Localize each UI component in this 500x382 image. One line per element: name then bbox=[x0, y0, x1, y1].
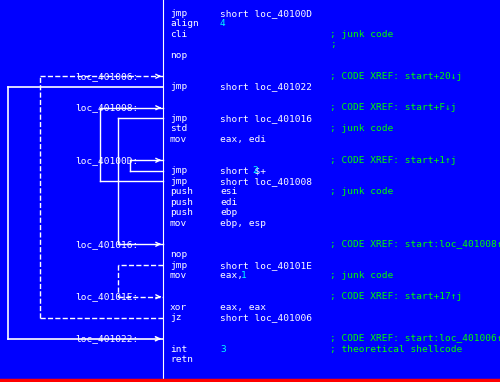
Text: nop: nop bbox=[170, 250, 187, 259]
Text: ; junk code: ; junk code bbox=[330, 30, 393, 39]
Text: jz: jz bbox=[170, 313, 181, 322]
Text: jmp: jmp bbox=[170, 177, 187, 186]
Text: short loc_401006: short loc_401006 bbox=[220, 313, 312, 322]
Text: loc_401022:: loc_401022: bbox=[75, 334, 138, 343]
Text: ; theoretical shellcode: ; theoretical shellcode bbox=[330, 345, 462, 354]
Text: esi: esi bbox=[220, 187, 238, 196]
Text: push: push bbox=[170, 187, 193, 196]
Text: loc_40101E:: loc_40101E: bbox=[75, 292, 138, 301]
Text: ;: ; bbox=[330, 40, 336, 49]
Text: short loc_401008: short loc_401008 bbox=[220, 177, 312, 186]
Text: jmp: jmp bbox=[170, 82, 187, 91]
Text: loc_401016:: loc_401016: bbox=[75, 240, 138, 249]
Text: ; CODE XREF: start+1↑j: ; CODE XREF: start+1↑j bbox=[330, 156, 456, 165]
Text: mov: mov bbox=[170, 271, 187, 280]
Text: ; CODE XREF: start:loc_401006↑j: ; CODE XREF: start:loc_401006↑j bbox=[330, 334, 500, 343]
Text: 1: 1 bbox=[240, 271, 246, 280]
Text: ; CODE XREF: start+F↓j: ; CODE XREF: start+F↓j bbox=[330, 103, 456, 112]
Text: short loc_401016: short loc_401016 bbox=[220, 114, 312, 123]
Text: retn: retn bbox=[170, 355, 193, 364]
Text: align: align bbox=[170, 19, 199, 28]
Text: ; junk code: ; junk code bbox=[330, 271, 393, 280]
Text: loc_40100D:: loc_40100D: bbox=[75, 156, 138, 165]
Text: push: push bbox=[170, 198, 193, 207]
Text: ; CODE XREF: start+17↑j: ; CODE XREF: start+17↑j bbox=[330, 292, 462, 301]
Text: short loc_40101E: short loc_40101E bbox=[220, 261, 312, 270]
Text: ; CODE XREF: start:loc_401008↑j: ; CODE XREF: start:loc_401008↑j bbox=[330, 240, 500, 249]
Text: jmp: jmp bbox=[170, 9, 187, 18]
Text: eax, eax: eax, eax bbox=[220, 303, 266, 312]
Text: mov: mov bbox=[170, 219, 187, 228]
Text: loc_401008:: loc_401008: bbox=[75, 103, 138, 112]
Text: xor: xor bbox=[170, 303, 187, 312]
Text: ebp, esp: ebp, esp bbox=[220, 219, 266, 228]
Text: mov: mov bbox=[170, 135, 187, 144]
Text: 3: 3 bbox=[220, 345, 226, 354]
Text: std: std bbox=[170, 124, 187, 133]
Text: cli: cli bbox=[170, 30, 187, 39]
Text: short loc_40100D: short loc_40100D bbox=[220, 9, 312, 18]
Text: eax,: eax, bbox=[220, 271, 249, 280]
Text: 4: 4 bbox=[220, 19, 226, 28]
Text: short $+: short $+ bbox=[220, 166, 266, 175]
Text: loc_401006:: loc_401006: bbox=[75, 72, 138, 81]
Text: 2: 2 bbox=[252, 166, 258, 175]
Text: ; junk code: ; junk code bbox=[330, 124, 393, 133]
Text: push: push bbox=[170, 208, 193, 217]
Text: jmp: jmp bbox=[170, 261, 187, 270]
Text: jmp: jmp bbox=[170, 166, 187, 175]
Text: int: int bbox=[170, 345, 187, 354]
Text: ; junk code: ; junk code bbox=[330, 187, 393, 196]
Text: ; CODE XREF: start+20↓j: ; CODE XREF: start+20↓j bbox=[330, 72, 462, 81]
Text: nop: nop bbox=[170, 51, 187, 60]
Text: edi: edi bbox=[220, 198, 238, 207]
Text: eax, edi: eax, edi bbox=[220, 135, 266, 144]
Text: jmp: jmp bbox=[170, 114, 187, 123]
Text: short loc_401022: short loc_401022 bbox=[220, 82, 312, 91]
Text: ebp: ebp bbox=[220, 208, 238, 217]
